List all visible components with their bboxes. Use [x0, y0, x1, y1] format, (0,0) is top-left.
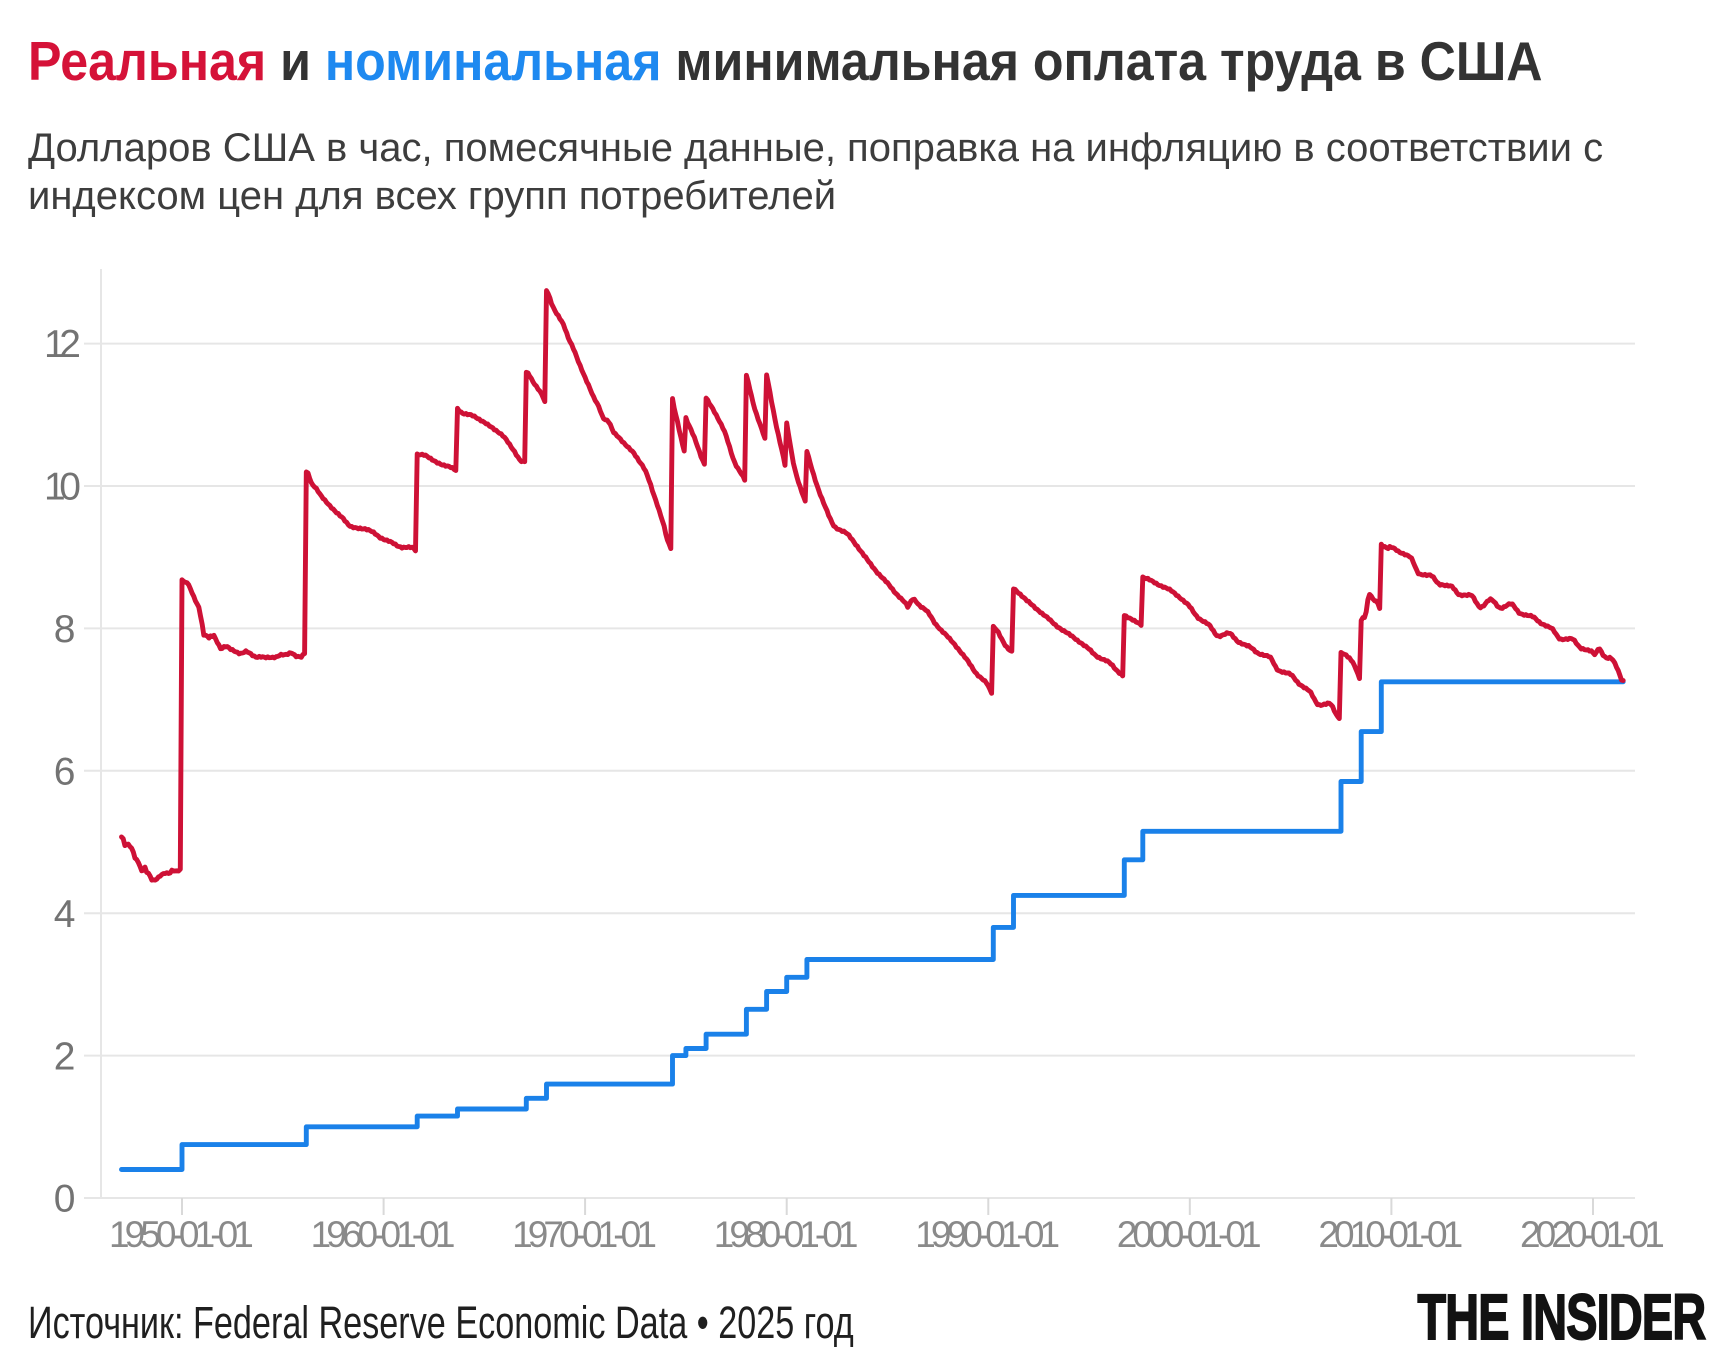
- svg-text:1960-01-01: 1960-01-01: [311, 1214, 457, 1255]
- svg-text:2020-01-01: 2020-01-01: [1520, 1214, 1666, 1255]
- svg-text:0: 0: [54, 1178, 76, 1221]
- svg-text:1970-01-01: 1970-01-01: [512, 1214, 658, 1255]
- svg-text:4: 4: [54, 893, 76, 936]
- svg-text:2000-01-01: 2000-01-01: [1117, 1214, 1263, 1255]
- svg-text:2010-01-01: 2010-01-01: [1318, 1214, 1464, 1255]
- svg-text:1990-01-01: 1990-01-01: [915, 1214, 1061, 1255]
- svg-text:2: 2: [54, 1036, 76, 1079]
- svg-text:1980-01-01: 1980-01-01: [714, 1214, 860, 1255]
- svg-text:1950-01-01: 1950-01-01: [109, 1214, 255, 1255]
- svg-text:6: 6: [54, 751, 76, 794]
- svg-text:10: 10: [44, 466, 81, 509]
- svg-text:12: 12: [44, 323, 81, 366]
- svg-text:8: 8: [54, 608, 76, 651]
